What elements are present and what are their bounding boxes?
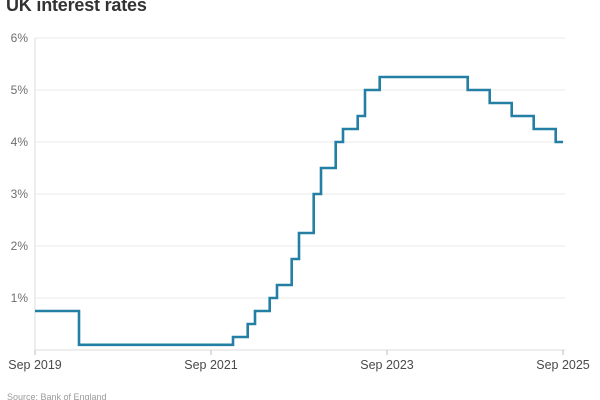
y-axis-label: 1% xyxy=(11,291,29,305)
y-axis-label: 3% xyxy=(11,187,29,201)
y-axis-label: 2% xyxy=(11,239,29,253)
x-axis-ticks xyxy=(34,350,564,355)
y-axis-label: 6% xyxy=(11,31,29,45)
y-axis-labels: 6% 5% 4% 3% 2% 1% xyxy=(11,31,29,305)
x-axis-labels: Sep 2019 Sep 2021 Sep 2023 Sep 2025 xyxy=(8,358,590,372)
rate-step-line xyxy=(35,75,563,347)
x-axis-label: Sep 2023 xyxy=(360,358,414,372)
y-axis-label: 4% xyxy=(11,135,29,149)
x-axis-label: Sep 2021 xyxy=(184,358,238,372)
source-note: Source: Bank of England xyxy=(7,392,107,400)
x-axis-label: Sep 2025 xyxy=(536,358,590,372)
chart-title: UK interest rates xyxy=(6,0,147,15)
x-axis-label: Sep 2019 xyxy=(8,358,62,372)
y-axis-label: 5% xyxy=(11,83,29,97)
